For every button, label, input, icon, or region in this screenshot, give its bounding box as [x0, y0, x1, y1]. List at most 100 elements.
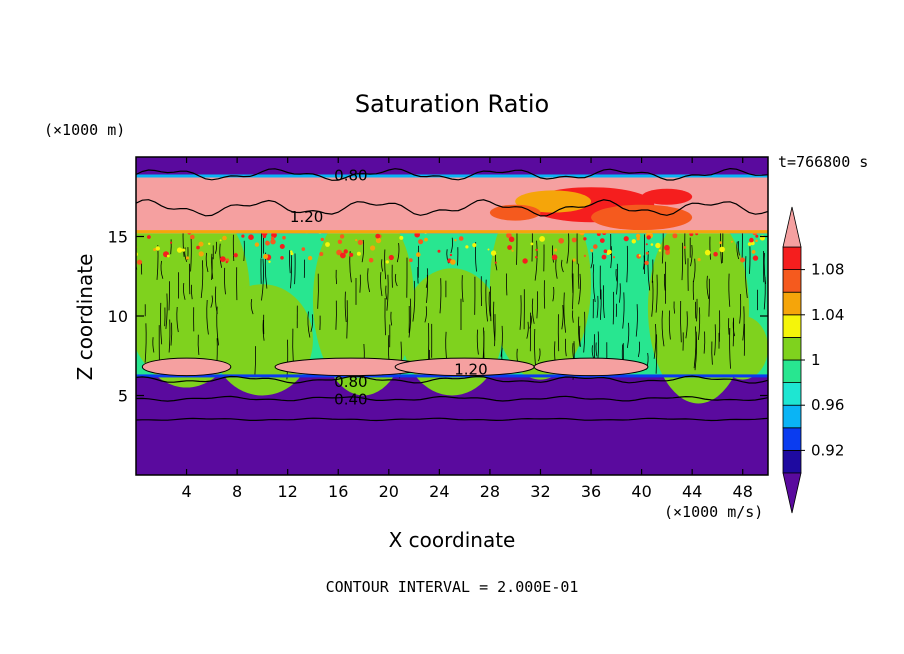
speckle — [749, 237, 754, 243]
chart-title: Saturation Ratio — [355, 90, 549, 118]
plume-contour — [170, 239, 172, 255]
speckle — [535, 256, 538, 259]
time-label: t=766800 s — [778, 153, 868, 171]
plume-contour — [565, 338, 567, 357]
speckle — [437, 249, 441, 253]
plume-contour — [668, 310, 671, 340]
speckle — [719, 241, 722, 245]
plume-contour — [538, 348, 541, 362]
speckle — [182, 248, 186, 252]
plume-contour — [424, 306, 427, 323]
speckle — [638, 254, 641, 257]
speckle — [719, 246, 725, 253]
speckle — [270, 236, 275, 240]
plume-contour — [583, 311, 586, 353]
plume-contour — [555, 258, 558, 279]
speckle — [590, 249, 594, 252]
plume-contour — [214, 286, 218, 314]
x-tick-label: 32 — [530, 482, 550, 501]
isolines — [136, 167, 768, 422]
plume-contour — [637, 341, 640, 358]
contour-labels: 0.801.201.200.800.40 — [290, 166, 488, 408]
speckle — [635, 233, 641, 239]
speckle — [583, 237, 587, 241]
speckle — [339, 234, 345, 239]
speckle — [655, 242, 661, 249]
plume-contour — [685, 311, 688, 339]
plume-contour — [243, 240, 245, 262]
plume-contour — [384, 297, 386, 336]
colorbar-swatch — [782, 382, 802, 406]
plot-field: 0.801.201.200.800.40 — [136, 157, 768, 475]
upper-supersaturation-blob — [641, 188, 693, 205]
speckle — [506, 232, 512, 239]
speckle — [730, 240, 733, 243]
speckle — [399, 235, 404, 240]
plume-contour — [160, 260, 164, 279]
plume-contour — [361, 239, 365, 263]
y-tick-label: 15 — [108, 228, 128, 247]
plume-contour — [738, 241, 740, 256]
speckle — [147, 235, 151, 239]
plume-contour — [168, 281, 170, 311]
plume-contour — [197, 334, 200, 355]
plume-contour — [390, 311, 393, 326]
plume-contour — [439, 278, 442, 314]
plume-contour — [359, 274, 361, 293]
speckle — [222, 235, 227, 241]
plume-contour — [635, 304, 638, 337]
plume-contour — [450, 237, 453, 254]
speckle — [755, 239, 758, 242]
speckle — [241, 234, 245, 238]
speckle — [418, 239, 424, 245]
speckle — [572, 258, 576, 262]
speckle — [593, 244, 598, 249]
speckle — [631, 239, 636, 244]
speckle — [198, 251, 204, 257]
speckle — [612, 256, 616, 259]
plume-contour — [380, 272, 383, 297]
speckle — [155, 246, 160, 251]
supersaturation-speckles — [136, 227, 766, 266]
plume-contour — [346, 300, 348, 339]
plume-contour — [206, 299, 209, 335]
upper-supersaturation-blob — [489, 204, 541, 221]
plume-contour — [317, 273, 319, 309]
plume-contour — [168, 319, 171, 353]
speckle — [522, 258, 528, 264]
plume-contour — [703, 331, 706, 354]
speckle — [282, 235, 286, 240]
isoline — [136, 375, 768, 384]
plume-contour — [384, 249, 387, 280]
plume-contour — [531, 298, 535, 324]
speckle — [385, 260, 389, 264]
plume-contour — [394, 273, 398, 287]
x-tick-label: 44 — [682, 482, 702, 501]
plume-contour — [211, 257, 213, 281]
upper-supersaturation-blob — [591, 204, 693, 231]
plume-contour — [170, 322, 173, 346]
plume-contour — [595, 342, 598, 357]
speckle — [280, 255, 284, 260]
speckle — [349, 252, 354, 257]
speckle — [599, 238, 605, 244]
speckle — [219, 239, 222, 242]
plume-contour — [663, 273, 666, 291]
speckle — [487, 248, 490, 251]
speckle — [697, 258, 701, 262]
plume-contour — [561, 304, 564, 330]
plume-contour — [408, 298, 412, 338]
speckle — [370, 245, 376, 251]
speckle — [355, 239, 358, 242]
speckle — [601, 254, 607, 260]
colorbar-swatch — [782, 449, 802, 474]
speckle — [472, 243, 477, 248]
plume-contour — [536, 291, 539, 319]
speckle — [337, 239, 343, 244]
plume-contour — [551, 245, 554, 263]
x-tick-label: 8 — [232, 482, 242, 501]
plume-contour — [344, 291, 347, 323]
colorbar-label: 1 — [811, 351, 821, 369]
speckle — [535, 248, 538, 252]
plume-contour — [165, 293, 168, 329]
